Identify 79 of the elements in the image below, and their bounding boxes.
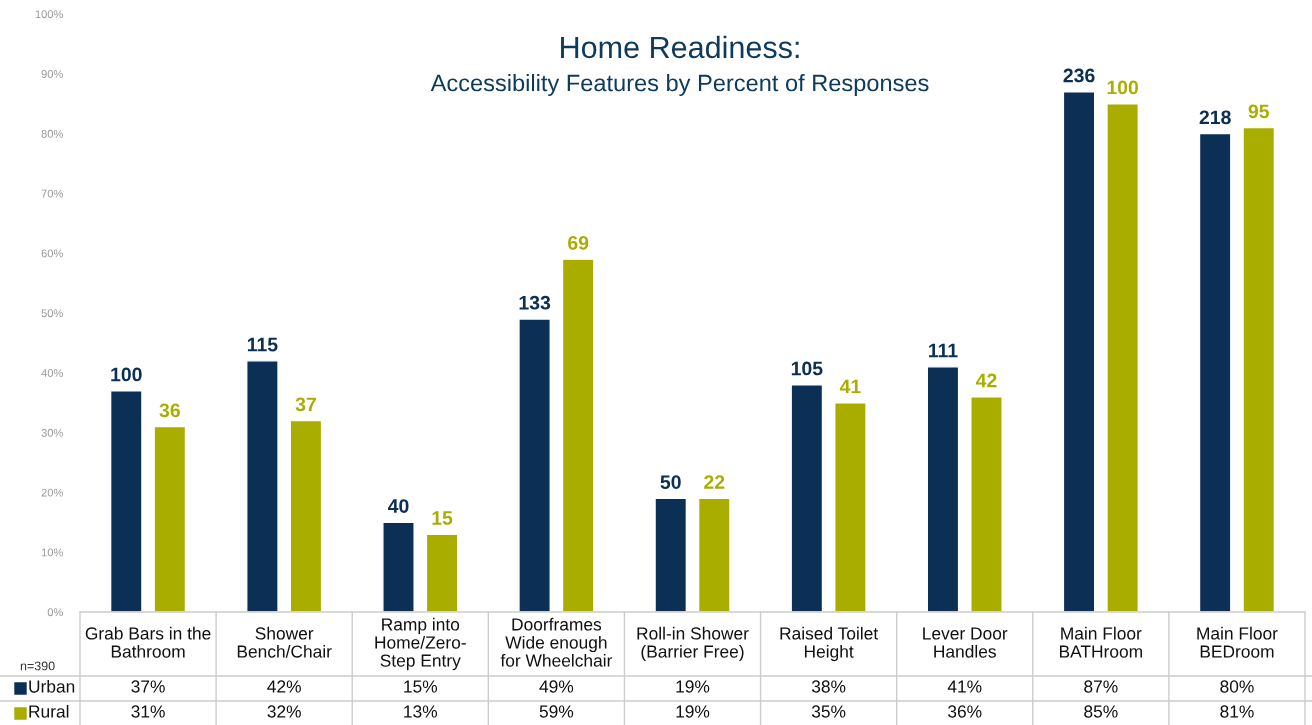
annotation: 40: [387, 499, 409, 513]
data-label: 32%: [267, 705, 301, 718]
data-label: 19%: [676, 705, 710, 718]
annotation: 41: [839, 379, 861, 394]
bar: [153, 425, 187, 612]
data-label: 38%: [811, 680, 846, 693]
annotation: 95: [1248, 104, 1269, 119]
annotation: 236: [1063, 68, 1095, 83]
annotation: 115: [247, 337, 278, 352]
x-tick-label: Doorframes Wide enough for Wheelchair: [500, 617, 613, 667]
data-label: 15%: [404, 680, 438, 693]
annotation: 111: [929, 343, 958, 358]
bar: [1198, 132, 1232, 612]
data-label: 36%: [948, 705, 982, 718]
x-tick-label: Roll-in Shower (Barrier Free): [637, 626, 749, 662]
x-tick-label: Main Floor BATHroom: [1059, 626, 1142, 658]
data-label: 49%: [539, 680, 574, 693]
y-tick-label: 0%: [47, 608, 63, 617]
x-tick-label: Raised Toilet Height: [780, 626, 879, 662]
data-label: 35%: [811, 705, 846, 718]
y-tick-label: 100%: [35, 10, 63, 19]
bar: [1106, 103, 1139, 612]
data-label: 42%: [267, 680, 301, 693]
text: n=390: [20, 661, 55, 671]
x-tick-label: Lever Door Handles: [923, 627, 1008, 658]
bar: [1242, 126, 1276, 612]
annotation: 37: [295, 397, 316, 412]
data-label: 31%: [131, 705, 165, 718]
data-label: 19%: [676, 680, 710, 693]
y-tick-label: 70%: [41, 189, 63, 198]
annotation: 218: [1199, 110, 1231, 125]
annotation: 42: [975, 373, 997, 388]
x-tick-label: Ramp into Home/Zero- Step Entry: [375, 617, 466, 671]
bar: [246, 360, 279, 612]
data-label: 85%: [1084, 705, 1118, 718]
bar: [109, 390, 143, 612]
x-tick-label: Shower Bench/Chair: [237, 626, 332, 658]
bar: [790, 384, 824, 612]
annotation: 69: [568, 236, 589, 250]
data-label: 87%: [1084, 680, 1118, 693]
bar: [926, 366, 960, 612]
data-label: 37%: [131, 680, 165, 693]
data-label: 59%: [539, 705, 574, 718]
legend-label: Urban: [29, 679, 75, 693]
y-tick-label: 30%: [41, 428, 63, 437]
data-label: 41%: [947, 680, 982, 693]
x-tick-label: Main Floor BEDroom: [1197, 626, 1278, 658]
data-label: 13%: [404, 705, 438, 718]
annotation: 36: [159, 403, 180, 418]
y-tick-label: 20%: [41, 488, 63, 497]
annotation: 15: [432, 511, 453, 525]
y-tick-label: 50%: [41, 309, 63, 318]
annotation: 100: [111, 367, 142, 382]
data-label: 81%: [1220, 705, 1254, 718]
annotation: 22: [704, 475, 725, 489]
bar: [1062, 91, 1096, 612]
bar: [970, 396, 1003, 612]
x-tick-label: Grab Bars in the Bathroom: [85, 626, 211, 658]
y-tick-label: 60%: [41, 249, 63, 258]
bar: [697, 497, 731, 612]
bar: [289, 419, 323, 612]
y-tick-label: 80%: [41, 129, 63, 138]
annotation: 50: [660, 475, 681, 489]
annotation: 133: [519, 295, 551, 310]
text: Accessibility Features by Percent of Responses: [430, 74, 929, 96]
y-tick-label: 90%: [41, 70, 63, 78]
bar: [425, 533, 459, 612]
annotation: 105: [791, 361, 823, 376]
legend-label: Rural: [29, 704, 69, 718]
y-tick-label: 40%: [41, 369, 63, 377]
annotation: 100: [1107, 80, 1139, 95]
y-tick-label: 10%: [41, 548, 63, 557]
bar: [382, 521, 415, 612]
bar: [834, 402, 867, 612]
data-label: 80%: [1220, 680, 1254, 693]
text: Home Readiness:: [561, 35, 799, 59]
bar: [518, 318, 551, 612]
bar: [654, 497, 688, 612]
bar: [561, 258, 595, 612]
